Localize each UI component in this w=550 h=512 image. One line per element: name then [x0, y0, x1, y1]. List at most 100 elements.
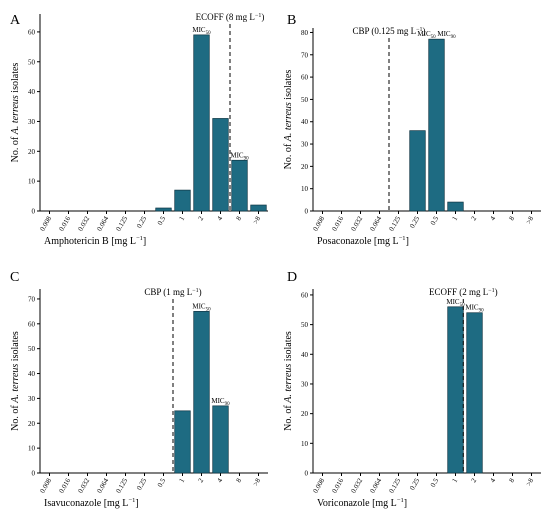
x-tick-label: 0.008: [38, 215, 53, 233]
y-tick-label: 0: [305, 470, 309, 478]
y-tick-label: 30: [301, 380, 309, 388]
y-axis-label: No. of A. terreus isolates: [283, 70, 294, 170]
x-tick-label: 0.008: [311, 477, 326, 495]
panel-letter: C: [10, 270, 19, 285]
x-tick-label: 0.016: [57, 215, 72, 233]
y-tick-label: 0: [32, 470, 36, 478]
y-tick-label: 60: [301, 74, 309, 82]
x-tick-label: 0.5: [429, 215, 441, 227]
bar: [155, 207, 172, 212]
panel-letter: D: [287, 270, 297, 285]
chart-panel-b: B 0 10 20 30 40 50 60 70 80 No. of A. terreus isol…: [283, 13, 541, 247]
reference-line-label: ECOFF (8 mg L−1): [196, 12, 265, 22]
mic-annotation: MIC90: [465, 304, 484, 314]
bar: [193, 311, 210, 474]
mic-annotation: MIC50: [192, 302, 211, 312]
x-tick-label: 0.125: [114, 215, 129, 233]
y-tick-label: 10: [301, 185, 309, 193]
y-tick-label: 30: [28, 395, 36, 403]
y-tick-label: 0: [32, 208, 36, 216]
x-tick-label: 2: [197, 477, 206, 484]
x-axis-label: Amphotericin B [mg L−1]: [44, 235, 146, 247]
y-axis-label: No. of A. terreus isolates: [10, 63, 21, 163]
y-tick-label: 70: [301, 51, 309, 59]
bar: [212, 405, 229, 474]
bar: [231, 159, 248, 212]
bar: [250, 204, 267, 212]
y-tick-label: 20: [301, 410, 309, 418]
x-tick-label: 0.25: [408, 477, 421, 492]
bar: [447, 201, 464, 212]
x-tick-label: 0.064: [95, 477, 110, 495]
x-tick-label: 0.008: [311, 215, 326, 233]
y-tick-label: 40: [301, 118, 309, 126]
y-tick-label: 40: [28, 88, 36, 96]
x-axis-label: Voriconazole [mg L−1]: [317, 497, 407, 509]
reference-line-label: CBP (1 mg L−1): [144, 287, 201, 297]
x-tick-label: 1: [178, 215, 187, 222]
x-tick-label: 8: [235, 477, 244, 484]
y-tick-label: 40: [28, 370, 36, 378]
x-tick-label: 0.008: [38, 477, 53, 495]
x-tick-label: 4: [216, 215, 225, 222]
x-tick-label: 0.25: [135, 215, 148, 230]
y-tick-label: 80: [301, 29, 309, 37]
x-tick-label: 0.032: [76, 477, 91, 495]
x-tick-label: 0.5: [156, 215, 168, 227]
bar: [193, 34, 210, 212]
chart-panel-d: D 0 10 20 30 40 50 60 No. of A. terreus isolates…: [283, 270, 541, 509]
x-tick-label: 1: [451, 215, 460, 222]
y-tick-label: 50: [28, 345, 36, 353]
x-tick-label: 0.032: [76, 215, 91, 233]
x-tick-label: 0.016: [330, 477, 345, 495]
x-tick-label: 4: [489, 215, 498, 222]
panel-letter: A: [10, 13, 21, 28]
y-tick-label: 60: [28, 320, 36, 328]
x-tick-label: 0.016: [330, 215, 345, 233]
x-tick-label: 0.5: [429, 477, 441, 489]
x-tick-label: 0.25: [408, 215, 421, 230]
x-axis-label: Isavuconazole [mg L−1]: [44, 497, 139, 509]
x-tick-label: 0.016: [57, 477, 72, 495]
y-tick-label: 30: [301, 141, 309, 149]
bar: [212, 118, 229, 212]
y-tick-label: 60: [28, 28, 36, 36]
y-axis-label: No. of A. terreus isolates: [283, 331, 294, 431]
panel-letter: B: [287, 13, 296, 28]
x-tick-label: >8: [252, 477, 263, 488]
bar: [447, 306, 464, 474]
y-tick-label: 50: [28, 58, 36, 66]
x-tick-label: 0.5: [156, 477, 168, 489]
reference-line-label: ECOFF (2 mg L−1): [429, 287, 498, 297]
x-tick-label: 0.125: [387, 215, 402, 233]
x-tick-label: 0.125: [114, 477, 129, 495]
mic-annotation: MIC50: [192, 26, 211, 36]
y-tick-label: 10: [28, 178, 36, 186]
x-tick-label: 2: [197, 215, 206, 222]
bar: [466, 312, 483, 474]
y-tick-label: 30: [28, 118, 36, 126]
x-tick-label: 8: [235, 215, 244, 222]
y-tick-label: 20: [28, 420, 36, 428]
x-tick-label: 1: [178, 477, 187, 484]
y-tick-label: 20: [301, 163, 309, 171]
x-tick-label: 2: [470, 215, 479, 222]
x-axis-label: Posaconazole [mg L−1]: [317, 235, 409, 247]
x-tick-label: 0.064: [368, 215, 383, 233]
y-tick-label: 50: [301, 321, 309, 329]
x-tick-label: 0.064: [368, 477, 383, 495]
y-tick-label: 50: [301, 96, 309, 104]
x-tick-label: 0.125: [387, 477, 402, 495]
y-tick-label: 0: [305, 208, 309, 216]
y-tick-label: 10: [301, 440, 309, 448]
y-tick-label: 40: [301, 351, 309, 359]
mic-annotation: MIC50: [446, 298, 465, 308]
x-tick-label: 1: [451, 477, 460, 484]
x-tick-label: 8: [508, 477, 517, 484]
x-tick-label: 8: [508, 215, 517, 222]
x-tick-label: 4: [216, 477, 225, 484]
bar: [174, 410, 191, 474]
chart-panel-c: C 0 10 20 30 40 50 60 70 No. of A. terreus isolat…: [10, 270, 268, 509]
mic-annotation: MIC50 MIC90: [417, 30, 456, 40]
